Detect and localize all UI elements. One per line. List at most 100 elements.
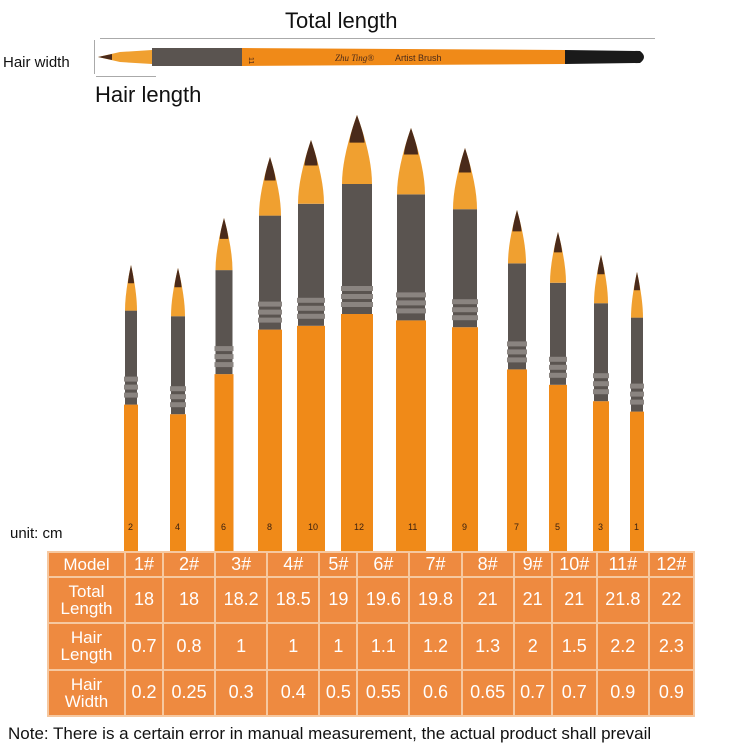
table-cell: 0.7 [550,668,598,717]
brush-hair [215,218,233,271]
hair-width-label: Hair width [3,54,70,71]
brush-hair [397,128,425,195]
ferrule-ring [507,349,527,355]
brush-number: 4 [175,522,180,532]
brush-hair [631,272,643,318]
table-cell: 1.2 [408,622,463,671]
ferrule-ring [452,307,478,313]
table-cell: 0.55 [356,668,411,717]
ferrule-ring [549,372,567,378]
spec-table: Model 1# 2# 3# 4# 5# 6# 7# 8# 9# 10# 11# 12# Total … [47,551,696,717]
brush-handle [170,414,186,560]
table-cell: 1 [318,622,359,671]
brush-ferrule [631,317,643,412]
brush-number: 3 [598,522,603,532]
brush-hair [550,232,566,283]
ferrule-ring [170,386,186,392]
table-cell: 1# [123,551,165,578]
table-cell: 0.7 [123,622,165,671]
ferrule-ring [124,392,138,398]
note: Note: There is a certain error in manual… [8,724,652,743]
table-cell: 22 [647,575,696,625]
table-cell: 18 [162,575,217,625]
table-cell: 2.2 [595,622,650,671]
table-cell: 9# [512,551,553,578]
brush-handle [507,369,527,560]
row-header: Total Length [47,575,126,625]
brush-hair [508,210,526,264]
brush-handle [593,401,609,560]
brush-hair [594,255,608,304]
ferrule-ring [124,376,138,382]
hair-length-arrow [96,76,156,77]
table-cell: 21 [550,575,598,625]
brush-ferrule [397,194,425,321]
table-cell: 8# [460,551,515,578]
table-cell: 0.7 [512,668,553,717]
brush-hair-tip [459,148,471,173]
table-cell: 19.8 [408,575,463,625]
brush-hair [342,115,372,184]
brush-hair-tip [174,268,182,288]
ferrule-ring [630,383,644,389]
ferrule-ring [593,373,609,379]
hair-length-label: Hair length [95,82,202,107]
table-row-hair-width: Hair Width 0.2 0.25 0.3 0.4 0.5 0.55 0.6 0.65 0.… [47,668,696,717]
ferrule-ring [507,341,527,347]
brush-end-cap [565,50,644,64]
table-cell: 0.3 [214,668,269,717]
brush-hair-tip [597,255,605,275]
table-cell: 18.5 [266,575,321,625]
ferrule-ring [549,356,567,362]
table-row-model: Model 1# 2# 3# 4# 5# 6# 7# 8# 9# 10# 11# 12# [47,551,696,578]
brush-ferrule [125,310,137,405]
ferrule-ring [396,292,426,298]
brush-handle [242,48,565,66]
brush-hair [125,265,137,311]
ferrule-ring [170,394,186,400]
table-cell: 10# [550,551,598,578]
ferrule-ring [507,357,527,363]
brush-hair [259,157,281,216]
ferrule-ring [297,297,325,303]
table-cell: 1 [266,622,321,671]
brush-number: 8 [267,522,272,532]
brush-hair [453,148,477,210]
brush-text: Artist Brush [395,53,442,63]
brush-number: 11 [408,522,417,532]
table-cell: 0.4 [266,668,321,717]
brush-number: 12 [354,522,364,532]
table-cell: 2.3 [647,622,696,671]
table-cell: 19 [318,575,359,625]
table-cell: 0.9 [595,668,650,717]
table-cell: 1 [214,622,269,671]
brush-ferrule [259,215,281,330]
brush-handle [124,404,138,560]
ferrule-ring [214,362,234,368]
brush-hair-tip [128,265,134,284]
ferrule-ring [549,364,567,370]
table-row-hair-length: Hair Length 0.7 0.8 1 1 1 1.1 1.2 1.3 2 1.5 2.2 2.3 [47,622,696,671]
brush-number: 6 [221,522,226,532]
total-length-label: Total length [285,8,398,33]
table-cell: 4# [266,551,321,578]
ferrule-ring [258,317,282,323]
table-cell: 0.6 [408,668,463,717]
table-cell: 21 [512,575,553,625]
ferrule-ring [341,302,373,307]
ferrule-ring [630,391,644,397]
ferrule-ring [258,309,282,315]
table-cell: 19.6 [356,575,411,625]
table-cell: 18 [123,575,165,625]
ferrule-ring [341,286,373,291]
table-cell: 7# [408,551,463,578]
brush-hair-tip [264,157,276,181]
brush-hair [171,268,185,317]
brush-number: 11 [247,57,254,64]
table-cell: 1.3 [460,622,515,671]
table-cell: 11# [595,551,650,578]
table-cell: 12# [647,551,696,578]
table-cell: 2 [512,622,553,671]
table-cell: 1.5 [550,622,598,671]
table-cell: 0.5 [318,668,359,717]
